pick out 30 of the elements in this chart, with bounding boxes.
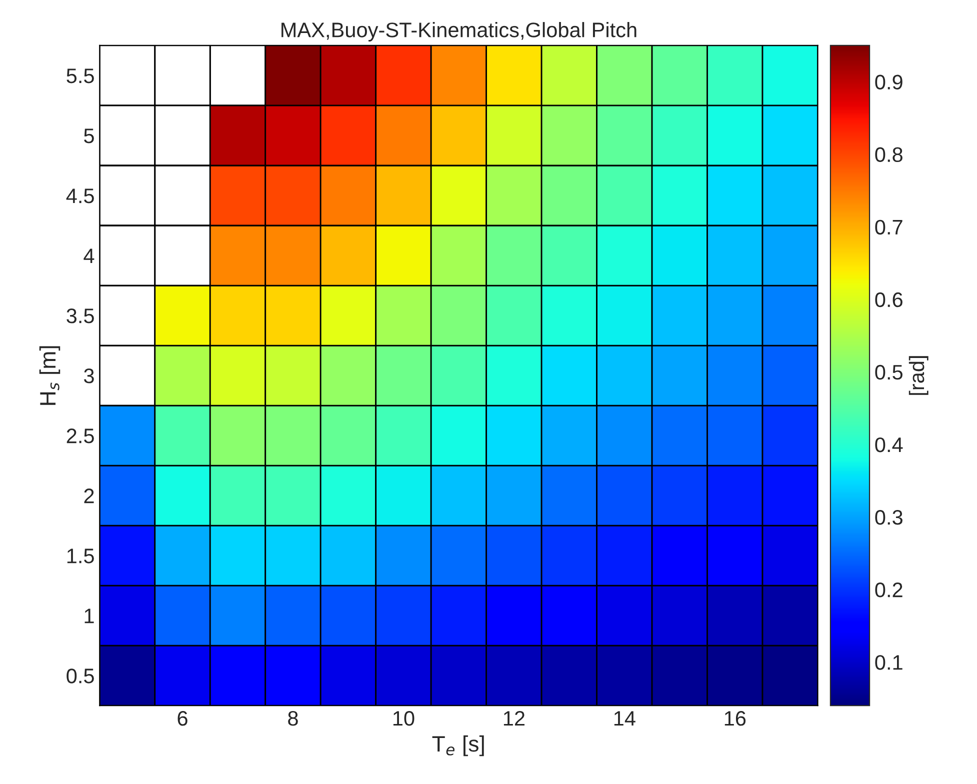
x-tick-label: 6 [178, 711, 188, 726]
y-tick-label: 5.5 [66, 68, 94, 84]
x-axis-title: T$_{e}$ [s] [432, 735, 484, 756]
y-tick-label: 2.5 [66, 428, 94, 444]
y-axis-title: H$_{s}$ [m] [39, 346, 60, 405]
y-tick-label: 1 [84, 608, 94, 624]
y-tick-label: 5 [84, 128, 94, 144]
color-bar-title: [rad] [908, 356, 928, 395]
color-bar-label: 0.9 [875, 74, 902, 90]
y-tick-label: 0.5 [66, 668, 94, 684]
color-bar-label: 0.7 [875, 220, 902, 235]
y-tick-label: 4.5 [66, 188, 94, 204]
x-tick-label: 8 [288, 711, 298, 726]
y-tick-label: 3 [84, 368, 94, 384]
y-tick-label: 2 [84, 488, 94, 504]
y-tick-label: 4 [84, 248, 94, 264]
color-bar-label: 0.8 [875, 147, 902, 162]
color-bar-label: 0.6 [875, 292, 902, 308]
x-tick-label: 12 [504, 711, 524, 726]
y-tick-label: 3.5 [66, 308, 94, 324]
x-tick-label: 10 [393, 711, 414, 726]
color-bar-label: 0.3 [875, 510, 902, 525]
x-tick-label: 16 [724, 711, 746, 726]
color-bar-label: 0.2 [875, 582, 902, 598]
color-bar-label: 0.4 [875, 437, 903, 452]
y-tick-label: 1.5 [67, 548, 94, 564]
chart-title: MAX,Buoy-ST-Kinematics,Global Pitch [282, 22, 636, 42]
color-bar-label: 0.5 [875, 364, 902, 380]
color-bar-label: 0.1 [875, 655, 902, 670]
x-tick-label: 14 [614, 711, 636, 726]
